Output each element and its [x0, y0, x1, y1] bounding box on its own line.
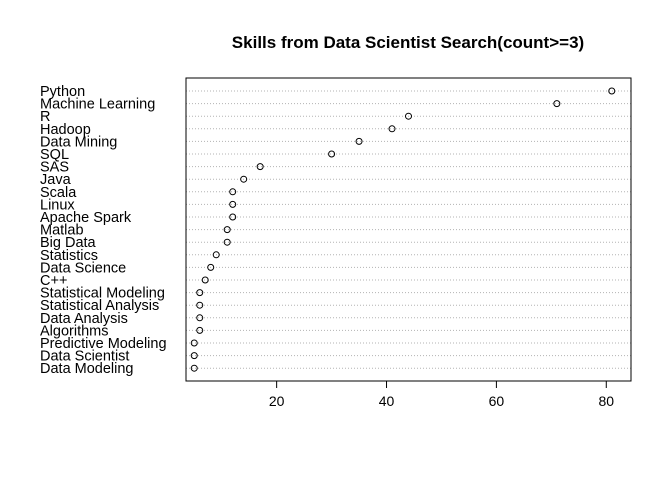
category-label: Data Modeling [40, 361, 134, 377]
data-point [229, 213, 237, 221]
x-tick-label: 80 [598, 393, 614, 409]
category-label: Data Science [40, 260, 126, 276]
category-label: Data Analysis [40, 311, 128, 327]
data-point [190, 364, 198, 372]
data-point [355, 137, 363, 145]
category-label: R [40, 109, 50, 125]
data-point [212, 251, 220, 259]
category-label: Statistical Modeling [40, 286, 165, 302]
category-label: Matlab [40, 223, 84, 239]
category-label: Machine Learning [40, 97, 155, 113]
category-label: Python [40, 84, 85, 100]
category-label: Apache Spark [40, 210, 132, 226]
data-point [196, 326, 204, 334]
data-point [196, 301, 204, 309]
data-point [240, 175, 248, 183]
data-point [388, 125, 396, 133]
data-point [608, 87, 616, 95]
data-point [190, 352, 198, 360]
data-point [229, 188, 237, 196]
category-label: Scala [40, 185, 77, 201]
data-point [207, 263, 215, 271]
category-label: Data Mining [40, 134, 117, 150]
category-label: Big Data [40, 235, 97, 251]
category-label: SQL [40, 147, 69, 163]
category-label: C++ [40, 273, 67, 289]
data-points [190, 87, 616, 372]
category-label: Statistical Analysis [40, 298, 159, 314]
x-tick-label: 20 [269, 393, 285, 409]
x-axis: 20 40 60 80 [269, 381, 614, 409]
data-point [196, 314, 204, 322]
category-label: Predictive Modeling [40, 336, 167, 352]
data-point [196, 289, 204, 297]
x-tick-label: 40 [379, 393, 395, 409]
x-tick-label: 60 [489, 393, 505, 409]
data-point [405, 112, 412, 120]
category-label: Statistics [40, 248, 98, 264]
data-point [553, 100, 561, 108]
category-label: SAS [40, 160, 69, 176]
category-label: Data Scientist [40, 349, 129, 365]
data-point [223, 226, 231, 234]
data-point [256, 163, 264, 171]
data-point [223, 238, 231, 246]
data-point [328, 150, 336, 158]
category-label: Java [40, 172, 72, 188]
data-point [190, 339, 198, 347]
category-label: Linux [40, 197, 75, 213]
data-point [229, 200, 237, 208]
data-point [201, 276, 209, 284]
grid-lines [186, 90, 631, 369]
category-label: Algorithms [40, 323, 109, 339]
chart-title: Skills from Data Scientist Search(count>… [232, 33, 584, 52]
category-label: Hadoop [40, 122, 91, 138]
plot-area-border [185, 77, 632, 382]
